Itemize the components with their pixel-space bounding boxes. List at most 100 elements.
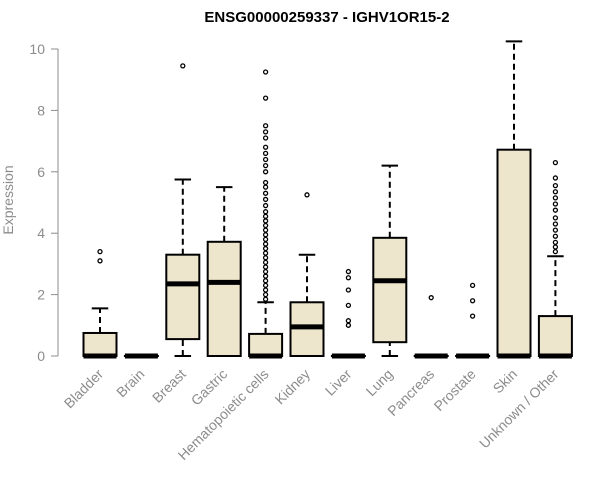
outlier-point [469, 313, 476, 319]
iqr-box [82, 331, 118, 358]
outlier-point [262, 179, 269, 186]
outlier-point [552, 227, 559, 233]
y-tick-label: 4 [37, 225, 45, 241]
boxes-group [82, 40, 573, 359]
outlier-point [262, 218, 269, 224]
outlier-point [262, 150, 269, 157]
outlier-point [262, 255, 269, 261]
chart-title: ENSG00000259337 - IGHV1OR15-2 [204, 9, 449, 26]
outlier-point [552, 189, 559, 195]
x-tick-label: Kidney [272, 366, 314, 408]
box-gastric [206, 186, 242, 358]
outlier-point [345, 275, 352, 281]
box-bladder [82, 248, 118, 359]
y-tick-label: 6 [37, 164, 45, 180]
outlier-point [262, 169, 269, 175]
outlier-point [97, 248, 103, 255]
outlier-point [552, 215, 559, 221]
outlier-point [552, 244, 559, 250]
box-hematopoietic-cells [248, 69, 284, 359]
outlier-point [552, 248, 559, 255]
iqr-box [496, 148, 532, 357]
outlier-point [262, 190, 269, 196]
outlier-point [262, 259, 269, 266]
outlier-point [262, 268, 269, 275]
outlier-point [262, 209, 269, 215]
box-breast [165, 63, 201, 357]
outlier-point [345, 302, 352, 308]
x-tick-label: Lung [363, 366, 396, 399]
box-lung [372, 164, 408, 357]
outlier-point [262, 129, 269, 135]
outlier-point [262, 95, 269, 101]
x-tick-label: Skin [490, 366, 521, 397]
y-axis-label: Expression [0, 165, 16, 234]
outlier-point [262, 282, 269, 289]
x-tick-label: Liver [322, 366, 355, 399]
outlier-point [552, 182, 559, 189]
y-tick-label: 8 [37, 102, 45, 118]
outlier-point [262, 241, 269, 247]
box-liver [330, 268, 366, 359]
outlier-point [262, 144, 269, 150]
box-prostate [455, 282, 491, 359]
x-tick-label: Prostate [431, 366, 479, 414]
outlier-point [262, 135, 269, 141]
outlier-point [262, 245, 269, 252]
outlier-point [304, 192, 310, 198]
outlier-point [552, 175, 559, 181]
outlier-point [552, 195, 559, 201]
outlier-point [262, 273, 269, 279]
outlier-point [262, 222, 269, 229]
outlier-point [345, 318, 352, 324]
y-tick-label: 2 [37, 287, 45, 303]
outlier-point [262, 163, 269, 169]
y-tick-label: 0 [37, 348, 45, 364]
outlier-point [262, 232, 269, 238]
iqr-box [372, 236, 408, 344]
x-tick-label: Breast [149, 366, 189, 406]
outlier-point [428, 295, 434, 301]
box-pancreas [413, 295, 449, 359]
outlier-point [345, 287, 352, 293]
outlier-point [262, 123, 269, 129]
outlier-point [262, 213, 269, 219]
outlier-point [262, 196, 269, 203]
x-tick-label: Bladder [61, 366, 107, 412]
outlier-point [262, 184, 269, 190]
outlier-point [552, 159, 559, 166]
outlier-point [552, 201, 559, 207]
outlier-point [262, 287, 269, 293]
outlier-point [469, 298, 476, 304]
iqr-box [248, 332, 284, 357]
outlier-point [262, 250, 269, 256]
outlier-point [180, 63, 186, 69]
outlier-point [262, 202, 269, 209]
outlier-point [469, 282, 476, 289]
outlier-point [262, 227, 269, 233]
box-unknown-other [537, 159, 573, 359]
box-kidney [289, 192, 325, 357]
x-tick-label: Unknown / Other [476, 366, 562, 452]
x-tick-label: Brain [113, 366, 147, 400]
outlier-point [262, 69, 269, 75]
iqr-box [537, 315, 573, 357]
outlier-point [345, 322, 352, 328]
iqr-box [206, 240, 242, 358]
y-tick-label: 10 [29, 41, 45, 57]
outlier-point [552, 233, 559, 239]
outlier-point [262, 236, 269, 242]
outlier-point [262, 296, 269, 302]
outlier-point [262, 264, 269, 270]
outlier-point [262, 278, 269, 284]
outlier-point [262, 156, 269, 163]
outlier-point [552, 221, 559, 227]
outlier-point [97, 258, 103, 264]
outlier-point [552, 207, 559, 213]
outlier-point [552, 239, 559, 246]
iqr-box [165, 253, 201, 341]
outlier-point [262, 291, 269, 298]
box-skin [496, 40, 532, 359]
